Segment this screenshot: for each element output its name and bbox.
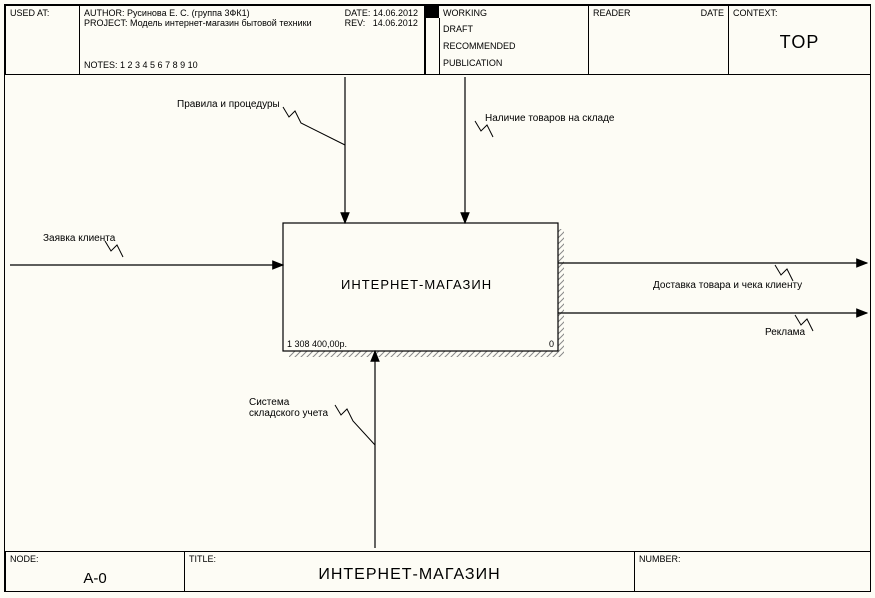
control2-label: Наличие товаров на складе (485, 113, 615, 124)
mechanism-label: Система складского учета (249, 397, 339, 419)
box-title: ИНТЕРНЕТ-МАГАЗИН (341, 277, 492, 292)
title-cell: TITLE: ИНТЕРНЕТ-МАГАЗИН (185, 551, 635, 592)
output2-label: Реклама (765, 327, 805, 338)
title-value: ИНТЕРНЕТ-МАГАЗИН (189, 566, 630, 584)
input-label: Заявка клиента (43, 233, 115, 244)
number-label: NUMBER: (639, 554, 681, 564)
node-label: NODE: (10, 554, 39, 564)
control1-label: Правила и процедуры (177, 99, 280, 110)
box-index: 0 (549, 339, 554, 349)
number-cell: NUMBER: (635, 551, 871, 592)
node-cell: NODE: A-0 (5, 551, 185, 592)
diagram-frame: USED AT: AUTHOR: Русинова Е. С. (группа … (4, 4, 871, 592)
title-label: TITLE: (189, 554, 216, 564)
node-value: A-0 (10, 570, 180, 587)
box-cost: 1 308 400,00р. (287, 339, 347, 349)
output1-label: Доставка товара и чека клиенту (653, 280, 802, 291)
